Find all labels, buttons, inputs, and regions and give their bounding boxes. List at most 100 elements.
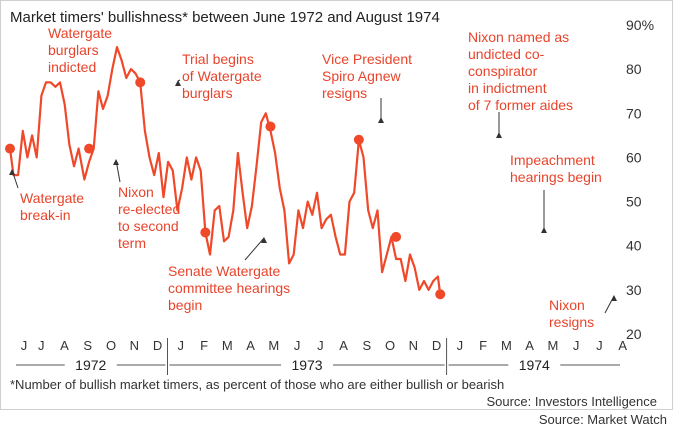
month-tick-label: N xyxy=(409,338,418,353)
year-label: 1973 xyxy=(291,357,322,373)
month-tick-label: J xyxy=(317,338,324,353)
event-dot xyxy=(200,227,211,238)
month-tick-label: O xyxy=(385,338,395,353)
bullishness-chart: Market timers' bullishness* between June… xyxy=(5,9,657,409)
annotation-label: Senate Watergate xyxy=(168,263,281,279)
month-tick-label: M xyxy=(222,338,233,353)
month-tick-label: F xyxy=(479,338,487,353)
annotation-arrow xyxy=(611,295,617,301)
annotation-leader xyxy=(244,237,265,261)
month-tick-label: A xyxy=(525,338,534,353)
annotation-label: in indictment xyxy=(468,80,547,96)
annotation-layer: Watergatebreak-inWatergateburglarsindict… xyxy=(5,25,617,330)
annotation-label: committee hearings xyxy=(168,280,290,296)
y-tick-label: 30 xyxy=(626,282,642,298)
annotation-arrow xyxy=(541,227,547,233)
annotation-label: indicted xyxy=(48,59,96,75)
annotation-label: Watergate xyxy=(20,190,84,206)
annotation-arrow xyxy=(113,159,119,165)
month-tick-label: J xyxy=(573,338,580,353)
footnote: *Number of bullish market timers, as per… xyxy=(10,377,504,392)
event-dot xyxy=(135,77,146,88)
month-tick-label: J xyxy=(596,338,603,353)
year-label: 1972 xyxy=(75,357,106,373)
y-tick-label: 90% xyxy=(626,17,654,33)
month-tick-label: J xyxy=(21,338,28,353)
month-tick-label: N xyxy=(130,338,139,353)
annotation-label: Spiro Agnew xyxy=(322,68,401,84)
annotation-label: Watergate xyxy=(48,25,112,41)
annotation-arrow xyxy=(378,117,384,123)
source-note: Source: Investors Intelligence xyxy=(486,394,657,409)
annotation-label: Trial begins xyxy=(182,51,254,67)
series-layer xyxy=(8,45,442,295)
month-tick-label: M xyxy=(268,338,279,353)
annotation-label: resigns xyxy=(549,314,594,330)
month-tick-label: J xyxy=(457,338,464,353)
month-tick-label: O xyxy=(106,338,116,353)
month-tick-label: M xyxy=(547,338,558,353)
source-credit: Source: Market Watch xyxy=(538,412,667,427)
annotation-arrow xyxy=(496,132,502,138)
annotation-label: burglars xyxy=(48,42,99,58)
annotation-arrow xyxy=(9,169,15,175)
y-tick-label: 60 xyxy=(626,149,642,165)
y-tick-label: 40 xyxy=(626,238,642,254)
month-tick-label: A xyxy=(618,338,627,353)
annotation-label: hearings begin xyxy=(510,169,602,185)
month-tick-label: M xyxy=(501,338,512,353)
series-line xyxy=(8,45,442,295)
y-tick-label: 80 xyxy=(626,61,642,77)
month-tick-label: F xyxy=(200,338,208,353)
annotation-label: term xyxy=(118,235,146,251)
y-axis: 20 30 40 50 60 70 80 90% xyxy=(626,17,654,342)
annotation-arrow xyxy=(261,237,267,243)
month-tick-label: D xyxy=(432,338,441,353)
event-dot xyxy=(435,289,446,300)
annotation-label: re-elected xyxy=(118,201,180,217)
event-dot xyxy=(84,143,95,154)
year-label: 1974 xyxy=(519,357,550,373)
y-tick-label: 70 xyxy=(626,105,642,121)
annotation-arrow xyxy=(175,80,181,86)
event-dot xyxy=(265,121,276,132)
event-dot xyxy=(391,231,402,242)
month-tick-label: A xyxy=(339,338,348,353)
month-tick-label: J xyxy=(294,338,301,353)
annotation-label: Nixon xyxy=(549,297,585,313)
annotation-label: Nixon xyxy=(118,184,154,200)
annotation-label: Vice President xyxy=(322,51,412,67)
event-dot xyxy=(5,143,15,154)
annotation-label: begin xyxy=(168,297,202,313)
month-tick-label: A xyxy=(60,338,69,353)
annotation-label: Impeachment xyxy=(510,152,595,168)
annotation-label: undicted co- xyxy=(468,46,545,62)
annotation-label: of 7 former aides xyxy=(468,97,573,113)
annotation-label: resigns xyxy=(322,85,367,101)
annotation-label: burglars xyxy=(182,85,233,101)
month-tick-label: A xyxy=(246,338,255,353)
y-tick-label: 50 xyxy=(626,194,642,210)
annotation-label: Nixon named as xyxy=(468,29,569,45)
annotation-label: conspirator xyxy=(468,63,538,79)
annotation-label: to second xyxy=(118,218,179,234)
annotation-label: of Watergate xyxy=(182,68,262,84)
month-tick-label: S xyxy=(83,338,92,353)
month-tick-label: S xyxy=(363,338,372,353)
chart-title: Market timers' bullishness* between June… xyxy=(10,9,440,26)
month-tick-label: D xyxy=(153,338,162,353)
y-tick-label: 20 xyxy=(626,326,642,342)
annotation-label: break-in xyxy=(20,207,71,223)
month-tick-label: J xyxy=(178,338,185,353)
month-tick-label: J xyxy=(38,338,45,353)
